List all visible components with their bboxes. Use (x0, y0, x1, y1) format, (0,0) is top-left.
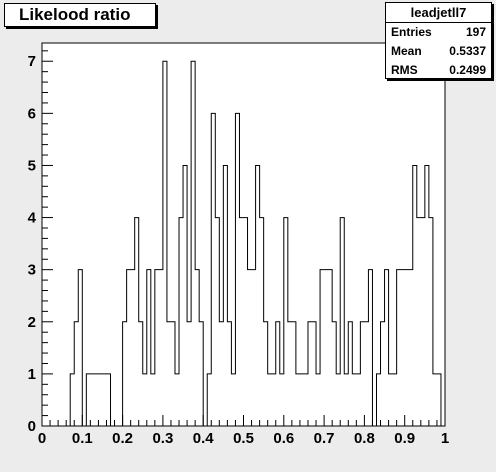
stats-row-rms: RMS 0.2499 (386, 61, 491, 80)
axis-layer: 0 1 2 3 4 5 6 7 0 0.1 0.2 0.3 0.4 0.5 0.6 0.7 0.8 0.9 1 (28, 50, 449, 447)
x-tick-label: 0.8 (354, 430, 375, 447)
y-tick-label: 1 (28, 366, 36, 383)
histogram-layer (42, 60, 445, 427)
x-tick-label: 0 (38, 430, 46, 447)
y-tick-label: 2 (28, 314, 36, 331)
x-tick-label: 0.7 (314, 430, 335, 447)
plot-frame (41, 42, 446, 427)
chart-title: Likelood ratio (4, 3, 156, 27)
y-tick-label: 6 (28, 105, 36, 122)
y-tick-label: 7 (28, 53, 36, 70)
stats-box: leadjetll7 Entries 197 Mean 0.5337 RMS 0… (385, 2, 492, 79)
stats-row-mean: Mean 0.5337 (386, 42, 491, 61)
x-tick-label: 0.2 (112, 430, 133, 447)
y-tick-label: 0 (28, 418, 36, 435)
stats-entries-value: 197 (465, 25, 486, 39)
x-tick-label: 0.3 (152, 430, 173, 447)
histogram-outline (42, 60, 445, 427)
x-tick-label: 0.5 (233, 430, 254, 447)
stats-rms-value: 0.2499 (449, 63, 486, 77)
y-tick-label: 4 (28, 210, 37, 227)
x-tick-label: 0.1 (72, 430, 93, 447)
x-tick-label: 0.6 (273, 430, 294, 447)
stats-mean-value: 0.5337 (449, 44, 486, 58)
stats-row-entries: Entries 197 (386, 23, 491, 42)
stats-entries-label: Entries (391, 25, 432, 39)
stats-mean-label: Mean (391, 44, 422, 58)
x-tick-label: 1 (441, 430, 449, 447)
stats-histogram-name: leadjetll7 (386, 3, 491, 23)
x-tick-label: 0.4 (193, 430, 215, 447)
x-tick-label: 0.9 (394, 430, 415, 447)
y-tick-label: 5 (28, 157, 36, 174)
y-tick-label: 3 (28, 262, 36, 279)
stats-rms-label: RMS (391, 63, 418, 77)
